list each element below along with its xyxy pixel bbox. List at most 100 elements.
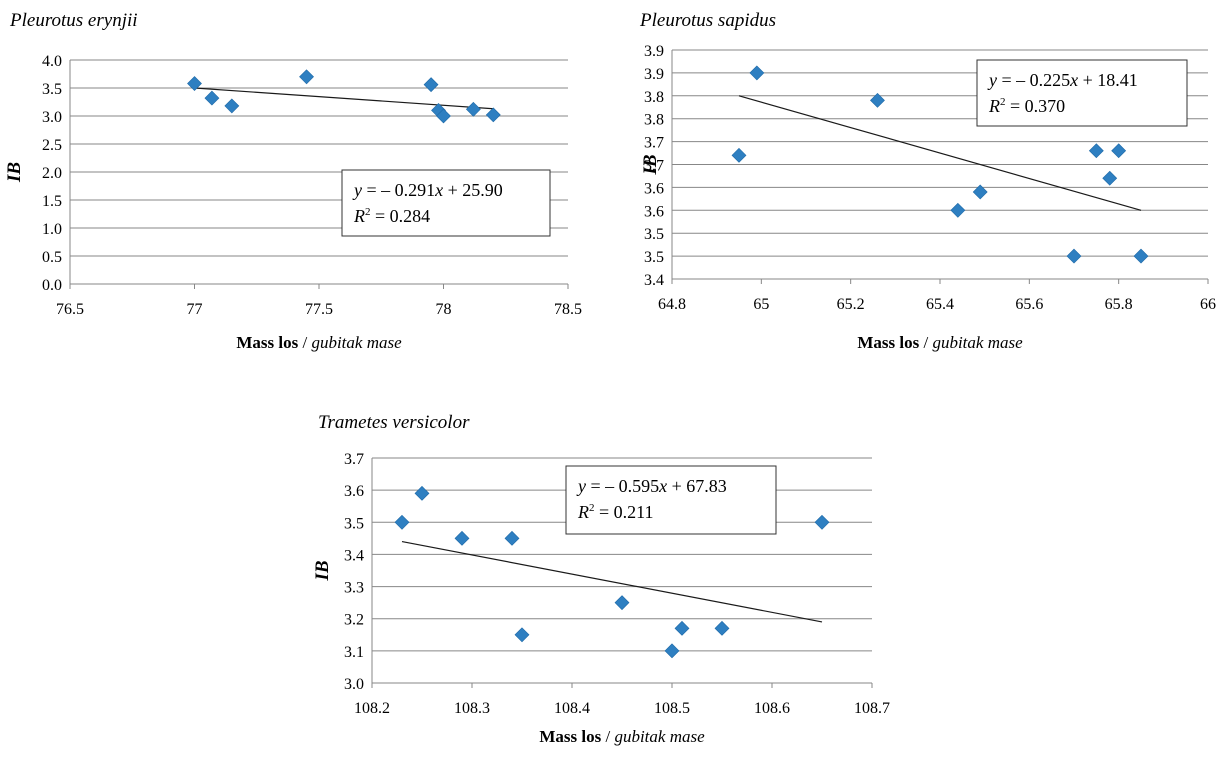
trendline <box>401 540 823 623</box>
y-tick-label: 3.4 <box>644 272 664 289</box>
x-tick-label: 108.5 <box>654 700 690 717</box>
x-axis-label-separator: / <box>298 333 311 352</box>
x-tick-label: 66 <box>1200 296 1216 313</box>
y-tick-label: 3.5 <box>344 515 364 532</box>
data-point <box>1102 170 1118 186</box>
y-tick-label: 0.0 <box>42 277 62 294</box>
x-tick-label: 78 <box>436 301 452 318</box>
equation-slope: = – 0.291 <box>362 180 435 200</box>
y-tick-label: 3.6 <box>344 483 364 500</box>
x-tick-label: 77.5 <box>305 301 333 318</box>
y-tick-label: 2.0 <box>42 165 62 182</box>
regression-equation: y = – 0.595x + 67.83 <box>576 476 727 496</box>
equation-intercept: + 67.83 <box>667 476 727 496</box>
y-axis-label: IB <box>312 560 333 581</box>
y-tick-label: 3.7 <box>644 158 664 175</box>
data-point <box>423 77 439 93</box>
r-squared: R2 = 0.284 <box>353 206 430 226</box>
y-tick-label: 3.0 <box>344 676 364 693</box>
trendline <box>738 95 1142 211</box>
y-tick-label: 4.0 <box>42 53 62 70</box>
equation-slope: = – 0.595 <box>586 476 659 496</box>
data-point <box>299 69 314 85</box>
x-axis-label-separator: / <box>919 333 932 352</box>
x-tick-label: 65.8 <box>1105 296 1133 313</box>
x-axis-label-bold: Mass los <box>539 727 601 746</box>
x-axis-label: Mass los / gubitak mase <box>857 333 1023 352</box>
data-point <box>454 530 470 546</box>
data-point <box>394 514 410 530</box>
data-point <box>187 76 202 91</box>
x-tick-label: 108.4 <box>554 700 590 717</box>
y-tick-label: 3.4 <box>344 547 364 564</box>
y-tick-label: 3.7 <box>644 135 664 152</box>
y-tick-label: 3.9 <box>644 66 664 83</box>
data-point <box>1111 143 1127 159</box>
x-axis-label: Mass los / gubitak mase <box>539 727 705 746</box>
data-point <box>950 202 966 218</box>
y-tick-label: 3.8 <box>644 112 664 129</box>
x-axis-label-separator: / <box>601 727 614 746</box>
equation-box <box>565 465 777 535</box>
r-label: R <box>353 206 365 226</box>
x-tick-label: 65 <box>753 296 769 313</box>
x-tick-label: 65.2 <box>837 296 865 313</box>
equation-box <box>976 59 1188 127</box>
equation-x: x <box>658 476 667 496</box>
x-axis-label-bold: Mass los <box>236 333 298 352</box>
x-axis-label: Mass los / gubitak mase <box>236 333 402 352</box>
y-tick-label: 1.5 <box>42 193 62 210</box>
data-point <box>814 514 830 530</box>
equation-x: x <box>434 180 443 200</box>
x-tick-label: 76.5 <box>56 301 84 318</box>
data-point <box>664 643 680 659</box>
y-tick-label: 1.0 <box>42 221 62 238</box>
r-squared: R2 = 0.370 <box>988 96 1065 116</box>
x-axis-label-italic: gubitak mase <box>932 333 1023 352</box>
x-tick-label: 108.2 <box>354 700 390 717</box>
x-axis-label-bold: Mass los <box>857 333 919 352</box>
trendline <box>194 87 494 110</box>
x-tick-label: 64.8 <box>658 296 686 313</box>
data-point <box>614 595 630 611</box>
x-tick-label: 65.4 <box>926 296 954 313</box>
data-point <box>972 184 988 200</box>
equation-y: y <box>987 70 997 90</box>
y-tick-label: 3.3 <box>344 580 364 597</box>
y-tick-label: 3.8 <box>644 89 664 106</box>
data-point <box>485 107 501 123</box>
r-superscript: 2 <box>589 502 595 514</box>
equation-slope: = – 0.225 <box>997 70 1070 90</box>
y-tick-label: 0.5 <box>42 249 62 266</box>
r-label: R <box>988 96 1000 116</box>
data-point <box>436 108 451 124</box>
data-point <box>1133 248 1149 264</box>
data-point <box>714 620 730 636</box>
y-tick-label: 3.5 <box>644 249 664 266</box>
data-point <box>414 485 430 501</box>
chart-title: Pleurotus erynjii <box>9 10 138 31</box>
data-point <box>504 530 520 546</box>
y-tick-label: 3.1 <box>344 644 364 661</box>
y-tick-label: 3.7 <box>344 451 364 468</box>
x-tick-label: 77 <box>187 301 203 318</box>
x-axis-label-italic: gubitak mase <box>311 333 402 352</box>
y-tick-label: 3.2 <box>344 612 364 629</box>
regression-equation: y = – 0.291x + 25.90 <box>352 180 503 200</box>
equation-intercept: + 18.41 <box>1078 70 1138 90</box>
chart-pleurotus-erynjii: Pleurotus erynjii 0.0 0.5 1.0 1.5 2.0 2.5 3.0 3.… <box>4 10 582 352</box>
equation-y: y <box>576 476 586 496</box>
y-tick-label: 3.0 <box>42 109 62 126</box>
r-value: = 0.211 <box>595 502 654 522</box>
equation-x: x <box>1069 70 1078 90</box>
equation-intercept: + 25.90 <box>443 180 503 200</box>
x-tick-label: 108.3 <box>454 700 490 717</box>
data-point <box>1066 248 1082 264</box>
y-tick-label: 3.5 <box>644 226 664 243</box>
data-point <box>674 620 690 636</box>
chart-pleurotus-sapidus: Pleurotus sapidus 3.4 3.5 3.5 3.6 3.6 3.7 3.7 3.… <box>639 10 1216 352</box>
y-axis-label: IB <box>640 154 661 175</box>
r-superscript: 2 <box>365 206 371 218</box>
data-point <box>224 98 240 114</box>
equation-box <box>341 169 551 237</box>
